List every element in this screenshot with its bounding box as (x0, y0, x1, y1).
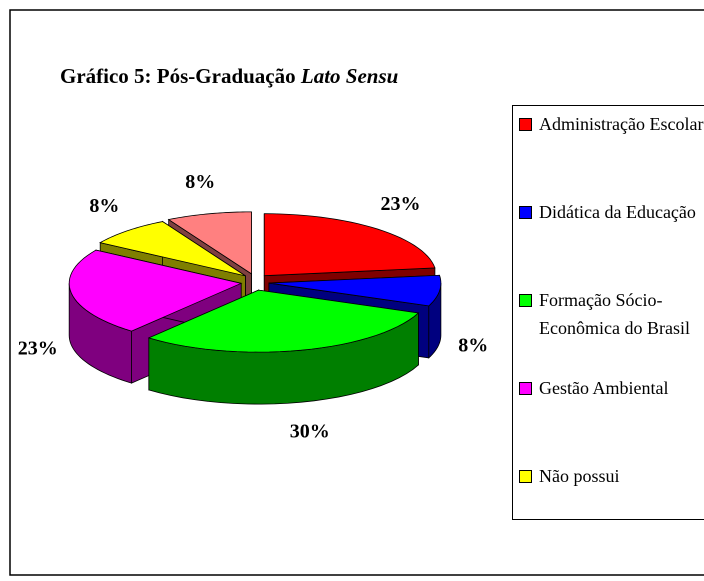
data-label: 30% (290, 420, 330, 442)
legend-swatch (519, 294, 532, 307)
legend-label: Didática da Educação (539, 202, 696, 222)
slice-top (268, 274, 442, 307)
slice-top (263, 213, 436, 277)
legend-entry: Administração Escolar (519, 110, 704, 138)
legend-entry: Não possui (519, 462, 704, 490)
legend-label: Não possui (539, 466, 620, 486)
legend: Administração Escolar Didática da Educaçã… (512, 105, 704, 520)
legend-swatch (519, 382, 532, 395)
title-italic: Lato Sensu (300, 64, 398, 88)
legend-entry: Didática da Educação (519, 198, 704, 226)
legend-label: Formação Sócio-Econômica do Brasil (539, 290, 690, 338)
data-label: 8% (89, 195, 119, 217)
legend-swatch (519, 470, 532, 483)
slice-top (167, 211, 252, 275)
legend-entry: Gestão Ambiental (519, 374, 704, 402)
chart-title: Gráfico 5: Pós-Graduação Lato Sensu (60, 64, 398, 88)
data-label: 8% (458, 334, 488, 356)
legend-label: Gestão Ambiental (539, 378, 669, 398)
slice-top (99, 221, 246, 277)
slice-top (147, 289, 420, 353)
data-label: 8% (185, 171, 215, 193)
legend-label: Administração Escolar (539, 114, 704, 134)
title-text: Gráfico 5: Pós-Graduação (60, 64, 296, 88)
data-label: 23% (380, 193, 420, 215)
pie: 23% 8% 30% 23% 8% 8% (18, 171, 489, 443)
data-label: 23% (18, 338, 58, 360)
slice (147, 289, 420, 405)
legend-swatch (519, 118, 532, 131)
slice-top (68, 249, 243, 332)
legend-swatch (519, 206, 532, 219)
legend-entry: Formação Sócio-Econômica do Brasil (519, 286, 704, 342)
